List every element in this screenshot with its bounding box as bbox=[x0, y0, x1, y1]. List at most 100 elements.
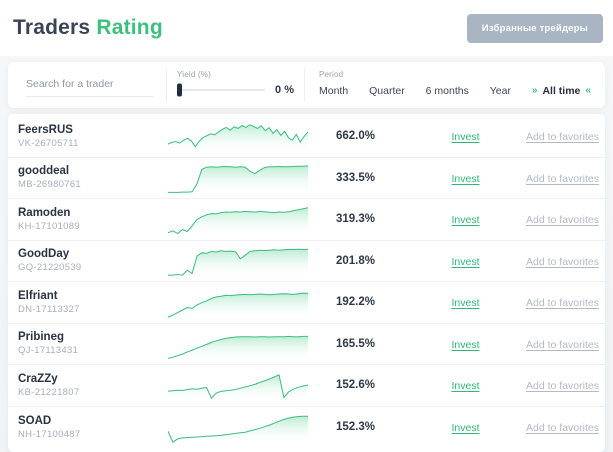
table-row: FeersRUS VK-26705711 662.0% Invest Add t… bbox=[8, 116, 605, 158]
trader-yield: 152.3% bbox=[336, 421, 376, 434]
trader-yield: 319.3% bbox=[336, 213, 376, 226]
traders-list: FeersRUS VK-26705711 662.0% Invest Add t… bbox=[8, 114, 605, 452]
trader-id: KH-17101089 bbox=[18, 220, 80, 232]
period-option-label: All time bbox=[542, 84, 581, 97]
trader-name[interactable]: SOAD bbox=[18, 414, 52, 427]
trader-name[interactable]: GoodDay bbox=[18, 248, 70, 261]
trader-id: KB-21221807 bbox=[18, 386, 80, 398]
invest-link[interactable]: Invest bbox=[451, 255, 480, 268]
trader-name[interactable]: gooddeal bbox=[18, 165, 70, 178]
selected-chevron-right-icon: « bbox=[585, 85, 591, 96]
favorites-cell: Add to favorites bbox=[518, 127, 605, 145]
add-to-favorites-link[interactable]: Add to favorites bbox=[526, 338, 599, 351]
trader-yield: 152.6% bbox=[336, 379, 376, 392]
filter-bar: Yield (%) 0 % Period Month Quarter 6 month… bbox=[8, 62, 605, 108]
divider bbox=[304, 68, 305, 102]
trader-name-cell: GoodDay GQ-21220539 bbox=[8, 248, 168, 273]
favorites-cell: Add to favorites bbox=[518, 335, 605, 353]
table-row: Elfriant DN-17113327 192.2% Invest Add t… bbox=[8, 282, 605, 324]
page-body: Yield (%) 0 % Period Month Quarter 6 month… bbox=[0, 56, 613, 452]
period-option-quarter[interactable]: Quarter bbox=[369, 84, 405, 97]
period-filter-section: Period Month Quarter 6 months Year » All time… bbox=[305, 62, 605, 108]
trader-yield: 201.8% bbox=[336, 254, 376, 267]
add-to-favorites-link[interactable]: Add to favorites bbox=[526, 131, 599, 144]
trader-sparkline-chart bbox=[168, 118, 318, 154]
invest-link[interactable]: Invest bbox=[451, 214, 480, 227]
trader-name-cell: Pribineg QJ-17113431 bbox=[8, 331, 168, 356]
trader-sparkline-chart bbox=[168, 367, 318, 403]
trader-sparkline-chart bbox=[168, 284, 318, 320]
invest-cell: Invest bbox=[413, 252, 518, 270]
favorites-cell: Add to favorites bbox=[518, 418, 605, 436]
trader-name[interactable]: CraZZy bbox=[18, 372, 58, 385]
add-to-favorites-link[interactable]: Add to favorites bbox=[526, 255, 599, 268]
divider bbox=[166, 68, 167, 102]
table-row: CraZZy KB-21221807 152.6% Invest Add to … bbox=[8, 365, 605, 407]
table-row: SOAD NH-17100487 152.3% Invest Add to fa… bbox=[8, 407, 605, 449]
trader-yield: 165.5% bbox=[336, 337, 376, 350]
invest-link[interactable]: Invest bbox=[451, 172, 480, 185]
invest-cell: Invest bbox=[413, 418, 518, 436]
yield-filter-section: Yield (%) 0 % bbox=[167, 62, 304, 108]
search-section bbox=[8, 62, 166, 108]
trader-name[interactable]: Elfriant bbox=[18, 289, 58, 302]
add-to-favorites-link[interactable]: Add to favorites bbox=[526, 380, 599, 393]
period-option-all-time[interactable]: » All time « bbox=[532, 85, 591, 97]
trader-sparkline-chart bbox=[168, 201, 318, 237]
trader-name-cell: CraZZy KB-21221807 bbox=[8, 373, 168, 398]
page-title: Traders Rating bbox=[13, 16, 163, 40]
yield-slider[interactable] bbox=[177, 83, 266, 97]
trader-sparkline-chart bbox=[168, 160, 318, 196]
period-option-year[interactable]: Year bbox=[489, 84, 511, 97]
trader-yield: 192.2% bbox=[336, 296, 376, 309]
trader-name[interactable]: Ramoden bbox=[18, 206, 71, 219]
period-option-month[interactable]: Month bbox=[319, 84, 349, 97]
trader-id: NH-17100487 bbox=[18, 428, 81, 440]
table-row: Ramoden KH-17101089 319.3% Invest Add to… bbox=[8, 199, 605, 241]
favorites-cell: Add to favorites bbox=[518, 252, 605, 270]
period-options: Month Quarter 6 months Year » All time « bbox=[319, 85, 591, 97]
trader-id: QJ-17113431 bbox=[18, 345, 79, 357]
trader-name[interactable]: FeersRUS bbox=[18, 123, 73, 136]
invest-cell: Invest bbox=[413, 210, 518, 228]
page-header: Traders Rating Избранные трейдеры bbox=[0, 0, 613, 56]
favorite-traders-button[interactable]: Избранные трейдеры bbox=[466, 13, 603, 43]
table-row: GoodDay GQ-21220539 201.8% Invest Add to… bbox=[8, 241, 605, 282]
yield-slider-track[interactable] bbox=[177, 83, 266, 97]
invest-link[interactable]: Invest bbox=[451, 422, 480, 435]
trader-id: MB-26980761 bbox=[18, 179, 81, 191]
yield-value: 0 % bbox=[275, 84, 294, 96]
table-row: gooddeal MB-26980761 333.5% Invest Add t… bbox=[8, 158, 605, 199]
yield-label: Yield (%) bbox=[177, 70, 211, 79]
invest-cell: Invest bbox=[413, 169, 518, 187]
favorites-cell: Add to favorites bbox=[518, 169, 605, 187]
trader-yield: 662.0% bbox=[336, 130, 376, 143]
add-to-favorites-link[interactable]: Add to favorites bbox=[526, 214, 599, 227]
trader-sparkline-chart bbox=[168, 326, 318, 362]
trader-id: GQ-21220539 bbox=[18, 262, 82, 274]
favorites-cell: Add to favorites bbox=[518, 293, 605, 311]
invest-link[interactable]: Invest bbox=[451, 297, 480, 310]
favorites-cell: Add to favorites bbox=[518, 210, 605, 228]
yield-slider-handle[interactable] bbox=[177, 83, 182, 97]
invest-cell: Invest bbox=[413, 293, 518, 311]
invest-link[interactable]: Invest bbox=[451, 131, 480, 144]
favorites-cell: Add to favorites bbox=[518, 376, 605, 394]
invest-link[interactable]: Invest bbox=[451, 380, 480, 393]
selected-chevron-left-icon: » bbox=[531, 85, 538, 96]
trader-name[interactable]: Pribineg bbox=[18, 331, 65, 344]
invest-link[interactable]: Invest bbox=[451, 338, 480, 351]
trader-name-cell: Elfriant DN-17113327 bbox=[8, 290, 168, 315]
add-to-favorites-link[interactable]: Add to favorites bbox=[526, 172, 599, 185]
search-input[interactable] bbox=[26, 73, 154, 97]
invest-cell: Invest bbox=[413, 335, 518, 353]
trader-sparkline-chart bbox=[168, 409, 318, 445]
page-title-primary: Traders bbox=[13, 16, 91, 39]
table-row: Pribineg QJ-17113431 165.5% Invest Add t… bbox=[8, 324, 605, 365]
add-to-favorites-link[interactable]: Add to favorites bbox=[526, 297, 599, 310]
add-to-favorites-link[interactable]: Add to favorites bbox=[526, 422, 599, 435]
trader-id: VK-26705711 bbox=[18, 137, 79, 149]
trader-name-cell: gooddeal MB-26980761 bbox=[8, 165, 168, 190]
page-title-accent: Rating bbox=[96, 16, 163, 39]
period-option-6-months[interactable]: 6 months bbox=[425, 84, 469, 97]
